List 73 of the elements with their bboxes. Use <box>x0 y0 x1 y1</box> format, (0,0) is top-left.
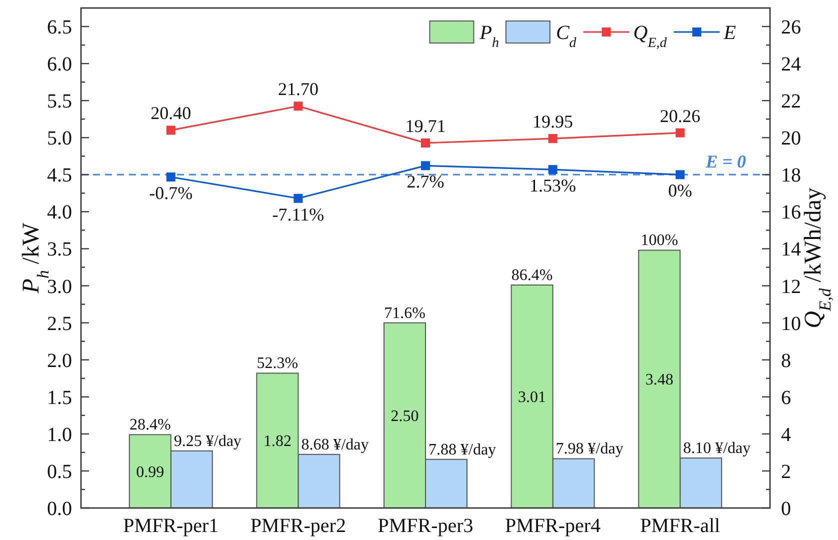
legend-label: Q$_{E,d}$ <box>633 22 668 50</box>
y2-tick-label: 6 <box>781 386 791 409</box>
y2-tick-label: 0 <box>781 498 791 520</box>
y-tick-label: 0.5 <box>47 460 72 483</box>
point <box>548 134 558 144</box>
annotation: 71.6% <box>384 304 426 322</box>
y-tick-label: 1.5 <box>47 386 72 409</box>
y-tick-label: 6.5 <box>47 16 72 39</box>
point <box>548 165 558 174</box>
data-label: 2.7% <box>406 172 444 192</box>
point <box>421 138 430 148</box>
data-label: 21.70 <box>278 79 318 100</box>
data-label: 20.40 <box>150 103 192 124</box>
y-tick-label: 0.0 <box>47 498 72 520</box>
y2-tick-label: 26 <box>781 16 801 39</box>
point <box>166 172 176 182</box>
y2-tick-label: 4 <box>781 424 791 446</box>
x-tick-label: PMFR-per1 <box>123 515 219 537</box>
data-label: 1.53% <box>530 176 576 196</box>
annotation: 86.4% <box>511 267 553 284</box>
y2-tick-label: 12 <box>781 276 801 298</box>
legend-label: E <box>722 22 736 44</box>
y2-tick-label: 16 <box>781 202 801 224</box>
x-tick-label: PMFR-per4 <box>505 515 601 537</box>
x-tick-label: PMFR-per3 <box>378 515 474 537</box>
data-label: 8.10 ¥/day <box>683 440 751 457</box>
y-tick-label: 4.0 <box>47 202 72 224</box>
point <box>676 170 685 180</box>
data-label: 7.88 ¥/day <box>428 441 496 458</box>
data-label: 19.71 <box>405 116 446 136</box>
data-label: 9.25 ¥/day <box>174 432 242 450</box>
y2-tick-label: 18 <box>781 164 801 187</box>
data-label: 20.26 <box>660 106 700 126</box>
y-tick-label: 3.0 <box>47 276 72 298</box>
data-label: 3.48 <box>645 372 674 389</box>
y-tick-label: 2.0 <box>47 350 72 372</box>
data-label: 2.50 <box>390 408 419 426</box>
y-tick-label: 1.0 <box>47 424 72 446</box>
legend-label: C$_{d}$ <box>556 22 578 50</box>
data-label: -7.11% <box>272 204 324 224</box>
y2-tick-label: 20 <box>781 128 801 150</box>
legend-label: P$_{h}$ <box>478 22 499 50</box>
point <box>294 102 303 111</box>
point <box>676 128 685 138</box>
y2-tick-label: 10 <box>781 312 801 335</box>
annotation: 100% <box>640 232 678 250</box>
x-tick-label: PMFR-all <box>640 515 721 537</box>
data-label: 0.99 <box>136 464 164 481</box>
point <box>166 126 176 135</box>
data-label: 7.98 ¥/day <box>556 440 624 458</box>
ref-line-label: E = 0 <box>704 152 746 172</box>
y2-tick-label: 2 <box>781 460 791 483</box>
data-label: 19.95 <box>532 112 574 132</box>
x-tick-label: PMFR-per2 <box>250 515 346 537</box>
y2-tick-label: 14 <box>781 238 801 261</box>
y2-tick-label: 8 <box>781 350 791 372</box>
data-label: 1.82 <box>263 433 292 450</box>
data-label: -0.7% <box>149 183 193 203</box>
y-tick-label: 5.5 <box>47 90 72 113</box>
y-tick-label: 3.5 <box>47 238 72 261</box>
y2-tick-label: 24 <box>781 54 801 76</box>
annotation: 52.3% <box>256 355 298 372</box>
y-tick-label: 5.0 <box>47 128 72 150</box>
point <box>294 194 303 203</box>
y-tick-label: 6.0 <box>47 54 72 76</box>
data-label: 0% <box>668 180 692 201</box>
data-label: 3.01 <box>518 389 546 406</box>
y-tick-label: 4.5 <box>47 164 72 187</box>
data-label: 8.68 ¥/day <box>301 436 369 454</box>
y2-tick-label: 22 <box>781 90 801 113</box>
annotation: 28.4% <box>129 416 171 434</box>
point <box>421 161 430 170</box>
y-tick-label: 2.5 <box>47 312 72 335</box>
